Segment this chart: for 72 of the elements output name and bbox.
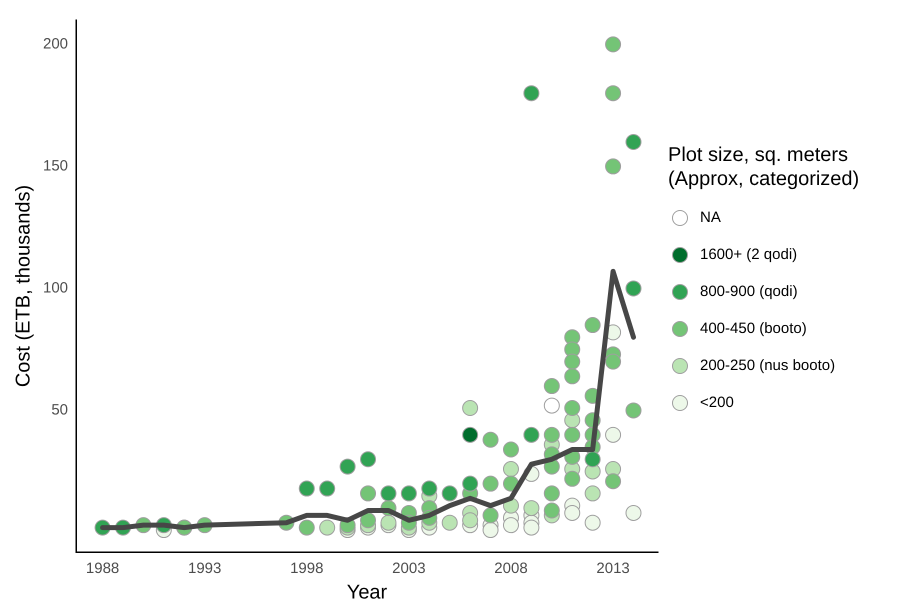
- x-tick-label: 1998: [290, 560, 324, 578]
- point: [482, 522, 499, 538]
- point: [625, 402, 642, 418]
- point: [625, 134, 642, 150]
- point: [544, 426, 560, 443]
- point: [564, 354, 580, 370]
- point: [380, 485, 396, 502]
- legend-label: NA: [700, 209, 721, 226]
- point: [605, 36, 622, 52]
- point: [605, 473, 622, 490]
- point: [605, 354, 622, 370]
- legend-label: <200: [700, 394, 734, 411]
- legend-label: 1600+ (2 qodi): [700, 246, 798, 263]
- point: [584, 451, 601, 468]
- point: [298, 480, 315, 497]
- legend-label: 800-900 (qodi): [700, 283, 798, 300]
- point: [625, 280, 642, 296]
- x-tick-label: 1988: [86, 560, 120, 578]
- x-axis-title: Year: [346, 582, 388, 604]
- x-tick-label: 2008: [494, 560, 528, 578]
- point: [442, 485, 458, 502]
- legend-title: Plot size, sq. meters (Approx, categorized): [668, 143, 860, 191]
- point: [462, 400, 478, 416]
- point: [298, 520, 315, 536]
- point: [340, 458, 356, 475]
- point: [462, 426, 478, 443]
- point: [482, 476, 499, 492]
- point: [564, 504, 580, 521]
- point: [544, 398, 560, 414]
- point: [400, 485, 417, 502]
- legend-label: 400-450 (booto): [700, 320, 807, 337]
- point: [319, 480, 336, 497]
- point: [544, 485, 560, 502]
- x-tick-label: 2003: [392, 560, 426, 578]
- point: [442, 514, 458, 531]
- point: [482, 507, 499, 524]
- point: [605, 426, 622, 443]
- point: [605, 85, 622, 102]
- point: [584, 485, 601, 502]
- point: [502, 442, 519, 458]
- y-axis-title: Cost (ETB, thousands): [12, 184, 35, 388]
- point: [482, 432, 499, 448]
- point: [360, 485, 376, 502]
- legend-label: 200-250 (nus booto): [700, 357, 836, 374]
- point: [605, 158, 622, 174]
- point: [523, 500, 540, 516]
- point: [523, 426, 540, 443]
- y-tick-label: 100: [42, 280, 68, 297]
- point: [360, 512, 376, 528]
- y-tick-label: 200: [42, 36, 68, 53]
- point: [462, 476, 478, 492]
- point: [319, 520, 336, 536]
- y-tick-label: 50: [51, 402, 68, 419]
- point: [584, 514, 601, 531]
- point: [523, 520, 540, 536]
- y-tick-label: 150: [42, 158, 68, 175]
- point: [421, 480, 438, 497]
- point: [584, 317, 601, 334]
- point: [544, 502, 560, 519]
- point: [564, 426, 580, 443]
- point: [502, 517, 519, 534]
- point: [544, 378, 560, 394]
- point: [523, 85, 540, 102]
- point: [625, 504, 642, 521]
- point: [462, 512, 478, 528]
- point: [564, 470, 580, 487]
- point: [360, 451, 376, 468]
- point: [564, 400, 580, 416]
- x-tick-label: 2013: [596, 560, 630, 578]
- point: [502, 461, 519, 478]
- x-tick-label: 1993: [188, 560, 222, 578]
- point: [564, 368, 580, 384]
